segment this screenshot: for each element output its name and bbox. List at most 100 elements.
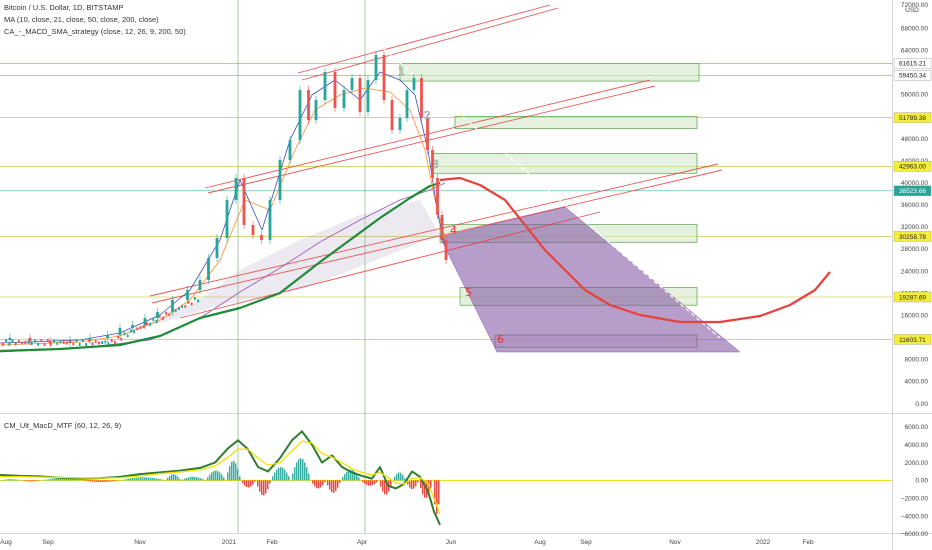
macd-histogram-bar [430,480,432,489]
candle-body [251,225,255,235]
macd-histogram-bar [158,478,160,481]
candle-body [444,240,448,260]
macd-histogram-bar [58,478,60,481]
candle-body [34,339,36,343]
price-pane[interactable]: 1 2 3 4 5 6 [0,4,892,353]
macd-histogram-bar [10,479,12,481]
macd-histogram-bar [237,468,239,481]
macd-histogram-bar [148,477,150,481]
candle-body [30,342,33,346]
macd-histogram-bar [26,480,28,482]
macd-histogram-bar [211,472,213,481]
price-tick: 4000.00 [905,379,929,386]
macd-histogram-bar [56,478,58,481]
candle-body [59,340,62,344]
macd-histogram-bar [352,470,354,481]
candle-body [436,178,439,215]
macd-histogram-bar [400,472,402,481]
candle-body [314,100,318,120]
macd-histogram-bar [420,480,422,489]
macd-histogram-bar [372,480,374,486]
candle-body [260,235,263,240]
macd-histogram-bar [398,472,400,481]
ma-legend: MA (10, close, 21, close, 50, close, 200… [4,15,159,24]
macd-histogram-bar [74,479,76,481]
price-label-bg [893,185,932,197]
macd-histogram-bar [62,478,64,481]
candle-body [412,78,416,90]
price-label: 42963.00 [899,164,926,171]
macd-histogram-bar [156,478,158,481]
macd-histogram-bar [235,463,237,481]
price-axis[interactable]: 68000.0064000.0060000.0056000.0052000.00… [893,2,932,538]
candle-body [8,338,12,340]
candle-body [358,78,362,112]
ma50-line [0,181,441,353]
macd-histogram-bar [196,477,198,481]
macd-histogram-bar [88,480,90,482]
price-label: 59450.34 [899,73,926,80]
time-tick: Feb [802,539,814,546]
macd-histogram-bar [354,471,356,481]
macd-histogram-bar [280,467,282,481]
macd-pane[interactable] [0,430,892,526]
macd-histogram-bar [337,480,339,488]
macd-histogram-bar [314,480,316,487]
price-label-bg [893,231,932,242]
macd-histogram-bar [286,472,288,481]
macd-histogram-bar [436,480,438,515]
macd-histogram-bar [68,478,70,481]
candle-body [420,78,423,118]
candle-body [48,341,52,343]
time-tick: Aug [534,539,546,546]
projection-area [439,206,741,353]
macd-histogram-bar [202,479,204,481]
macd-histogram-bar [415,480,417,487]
macd-histogram-bar [136,477,138,481]
macd-histogram-bar [219,472,221,481]
price-tick-top: 72000.00 [901,2,928,9]
candle-body [27,340,30,344]
macd-histogram-bar [274,472,276,481]
macd-histogram-bar [177,476,179,481]
wave-mark: 6 [497,333,504,346]
candle-body [405,90,409,118]
candle-body [307,90,310,120]
price-label: 30258.78 [899,234,926,241]
macd-histogram-bar [169,475,171,481]
macd-histogram-bar [384,480,386,495]
price-tick: 8000.00 [905,357,929,364]
macd-histogram-bar [134,477,136,481]
candle-body [398,118,402,130]
macd-histogram-bar [370,480,372,486]
macd-histogram-bar [186,477,188,481]
macd-fast-line [0,430,441,526]
macd-histogram-bar [265,480,267,494]
macd-histogram-bar [259,480,261,492]
candle-body [37,342,39,346]
wave-mark: 3 [432,158,439,171]
time-axis[interactable]: Aug Sep Nov 2021 Feb Apr Jun Aug Sep Nov 2022 Feb [0,539,814,546]
macd-histogram-bar [402,475,404,481]
macd-signal-line [0,440,441,515]
candle-body [194,297,196,301]
zone-1 [399,62,700,82]
macd-histogram-bar [306,467,308,481]
wave-mark: 4 [450,224,457,237]
candle-body [18,340,20,344]
candle-body [133,330,135,334]
macd-histogram-bar [36,480,38,482]
candle-body [187,300,190,304]
candle-body [14,342,17,346]
candle-body [323,72,327,100]
macd-histogram-bar [269,480,271,484]
macd-histogram-bar [335,480,337,492]
candle-body [162,316,164,320]
channel-line [149,163,719,297]
macd-histogram-bar [162,479,164,481]
macd-histogram-bar [350,469,352,481]
candle-body [88,339,91,343]
macd-histogram-bar [16,479,18,481]
macd-tick: 2000.00 [905,460,929,467]
